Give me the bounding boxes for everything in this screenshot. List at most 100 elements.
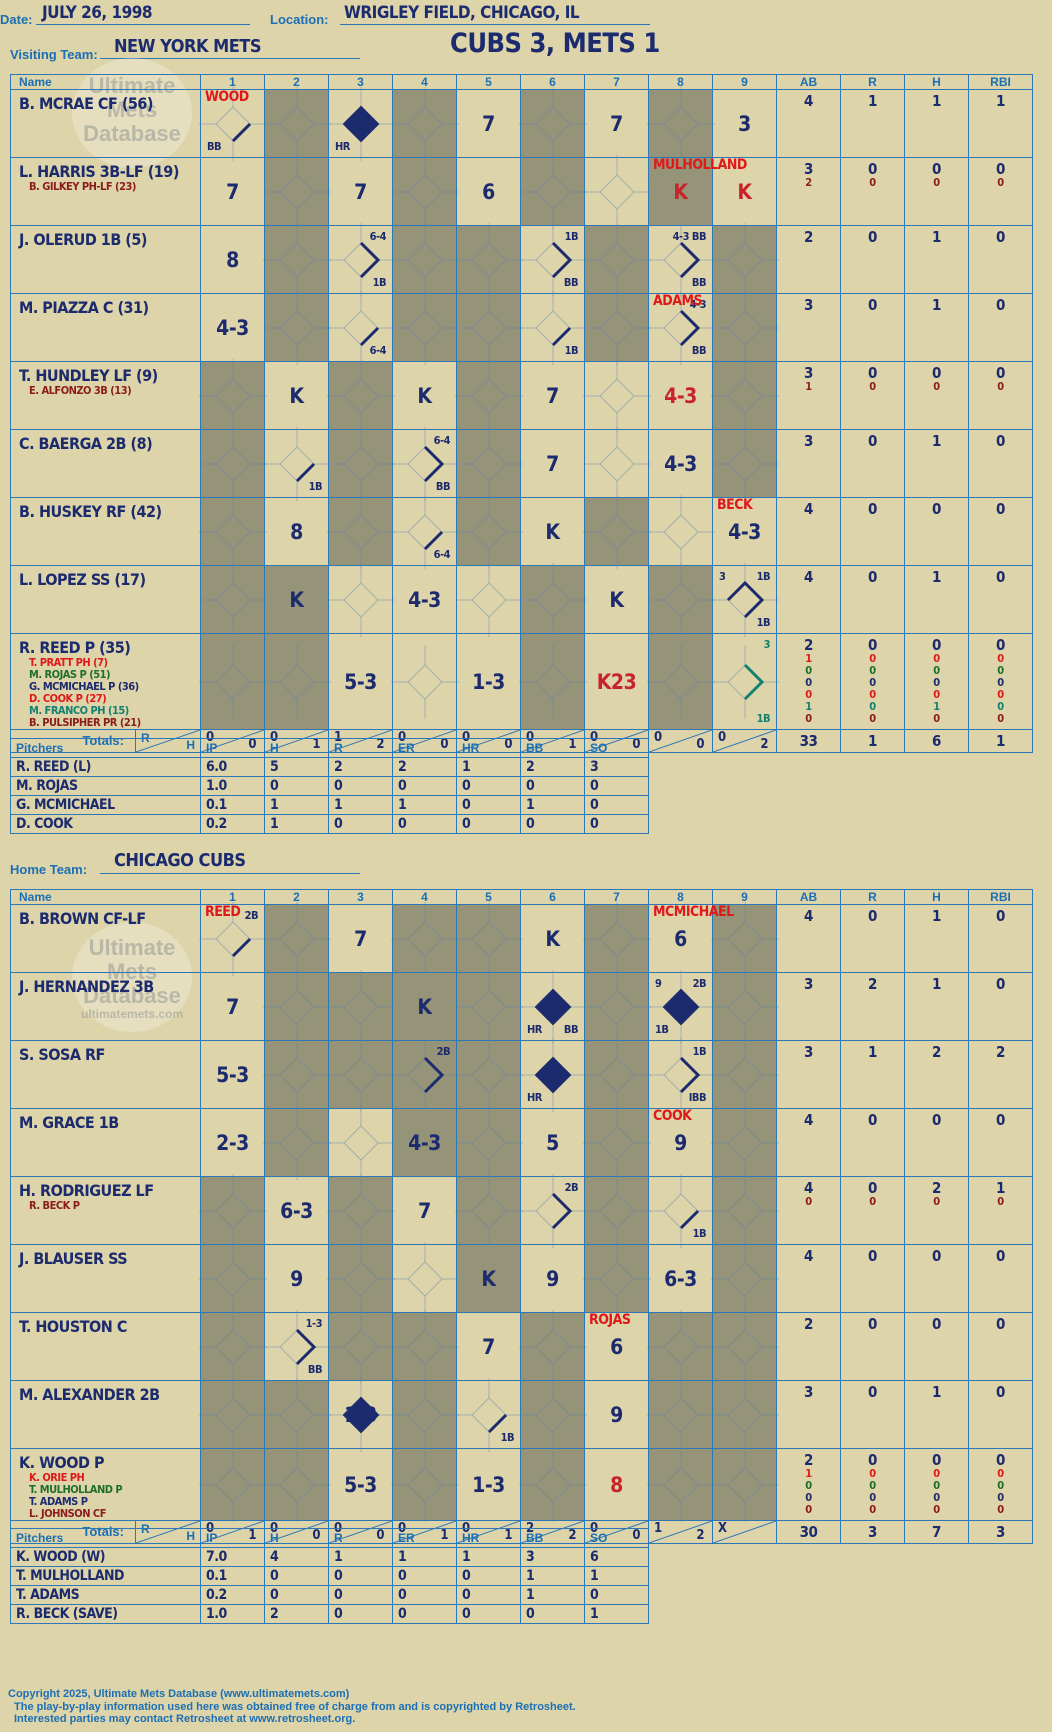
inning-5-cell: [454, 901, 523, 976]
inning-4-cell: K: [392, 972, 457, 1041]
hit-tag: BB: [207, 140, 222, 153]
inning-7-cell: [582, 494, 651, 569]
stat-value: 4: [804, 1179, 813, 1197]
home-pitching-table: Pitchers IP H R ER HR BB SO K. WOOD (W) 7.0 4 1 1 1 3 6…: [10, 1528, 649, 1624]
inning-6-cell: 1B: [518, 290, 587, 365]
batter-name-cell: B. HUSKEY RF (42): [10, 497, 201, 566]
stat-value: 0: [869, 700, 876, 713]
stat-ab-cell: 3: [776, 1380, 841, 1449]
stat-value: 0: [996, 1315, 1005, 1333]
pitching-stat: 0: [456, 795, 521, 815]
stat-value: 2: [932, 1179, 941, 1197]
inning-9-cell: K: [712, 157, 777, 226]
base-diamond: [262, 901, 331, 976]
pitching-stat: 0.2: [200, 814, 265, 834]
inning-2-cell: [262, 86, 331, 161]
inning-9-cell: [710, 1037, 779, 1112]
base-diamond: [710, 290, 779, 365]
inning-7-cell: [582, 426, 651, 501]
stat-rbi-cell: 0: [968, 497, 1033, 566]
stat-value: 0: [933, 1503, 940, 1516]
substitute-name: B. GILKEY PH-LF (23): [29, 180, 136, 193]
inning-1-cell: [198, 1377, 267, 1452]
inning-9-cell: [710, 426, 779, 501]
batter-row: M. PIAZZA C (31) 4-3 6-4 1B BB 4-3 ADAMS 3 0 1 0: [10, 290, 1033, 365]
game-date: JULY 26, 1998: [42, 3, 153, 23]
inning-7-cell: 7: [584, 89, 649, 158]
base-diamond: [710, 1241, 779, 1316]
stat-value: 2: [868, 975, 877, 993]
base-diamond: [518, 154, 587, 229]
home-team-label: Home Team:: [10, 862, 88, 877]
inning-4-cell: 7: [392, 1176, 457, 1245]
stat-value: 0: [805, 1479, 812, 1492]
stat-header: R: [840, 889, 905, 905]
stat-value: 4: [804, 1111, 813, 1129]
base-diamond: [454, 1173, 523, 1248]
stat-h-cell: 0: [904, 1108, 969, 1177]
pitching-stat: 0: [584, 776, 649, 796]
stat-value: 0: [805, 688, 812, 701]
stat-header: AB: [776, 889, 841, 905]
inning-3-cell: [326, 1037, 395, 1112]
total-h: 6: [904, 729, 969, 753]
pitching-stat: 1: [264, 795, 329, 815]
batter-name: B. HUSKEY RF (42): [19, 502, 162, 521]
stat-value: 0: [868, 296, 877, 314]
stat-r-cell: 0: [840, 1244, 905, 1313]
pitcher-name: K. WOOD (W): [10, 1547, 201, 1567]
stat-value: 0: [805, 1503, 812, 1516]
pitching-stat: 0: [584, 814, 649, 834]
home-batting-table: Name 1 2 3 4 5 6 7 8 9 AB R H RBI B. BROWN CF-LF 2B REED…: [10, 889, 1033, 1544]
stat-value: 0: [933, 712, 940, 725]
substitute-name: M. ROJAS P (51): [29, 668, 111, 681]
base-note: 2B: [436, 1045, 451, 1058]
base-diamond: [646, 494, 715, 569]
stat-value: 0: [997, 1491, 1004, 1504]
pitching-stat: 1: [520, 1566, 585, 1586]
stat-value: 1: [932, 92, 941, 110]
inning-3-cell: [326, 969, 395, 1044]
base-diamond: [262, 1309, 331, 1384]
base-diamond: [518, 969, 587, 1044]
stat-value: 0: [869, 1467, 876, 1480]
base-diamond: [582, 426, 651, 501]
stat-r-cell: 0: [840, 1108, 905, 1177]
inning-7-cell: K23: [584, 633, 649, 730]
play-result: 6: [610, 1334, 623, 1359]
stat-r-cell: 0: [840, 293, 905, 362]
stat-ab-cell: 4: [776, 1244, 841, 1313]
inning-7-cell: K: [584, 565, 649, 634]
base-diamond: [262, 290, 331, 365]
pitcher-name: M. ROJAS: [10, 776, 201, 796]
stat-ab-cell: 4: [776, 904, 841, 973]
inning-2-cell: [262, 1377, 331, 1452]
play-result: 1-3: [472, 669, 505, 694]
base-diamond: [646, 290, 715, 365]
stat-h-cell: 0: [904, 1244, 969, 1313]
base-diamond: [390, 494, 459, 569]
inning-6-cell: HR: [518, 1037, 587, 1112]
inning-4-cell: [390, 901, 459, 976]
stat-value: 3: [804, 296, 813, 314]
stat-value: 0: [933, 1195, 940, 1208]
inning-5-cell: 6: [456, 157, 521, 226]
play-result: 3: [738, 111, 751, 136]
pitching-stat: 0: [264, 1585, 329, 1605]
stat-h-cell: 0: [904, 497, 969, 566]
pitching-header: H: [264, 1528, 329, 1548]
pitching-stat: 0: [264, 1566, 329, 1586]
stat-header: H: [904, 889, 969, 905]
pitching-stat: 1: [584, 1566, 649, 1586]
base-diamond: [518, 644, 587, 719]
base-diamond: [646, 222, 715, 297]
base-diamond: [646, 1377, 715, 1452]
stat-value: 1: [932, 568, 941, 586]
base-diamond: [646, 562, 715, 637]
stat-value: 0: [997, 380, 1004, 393]
